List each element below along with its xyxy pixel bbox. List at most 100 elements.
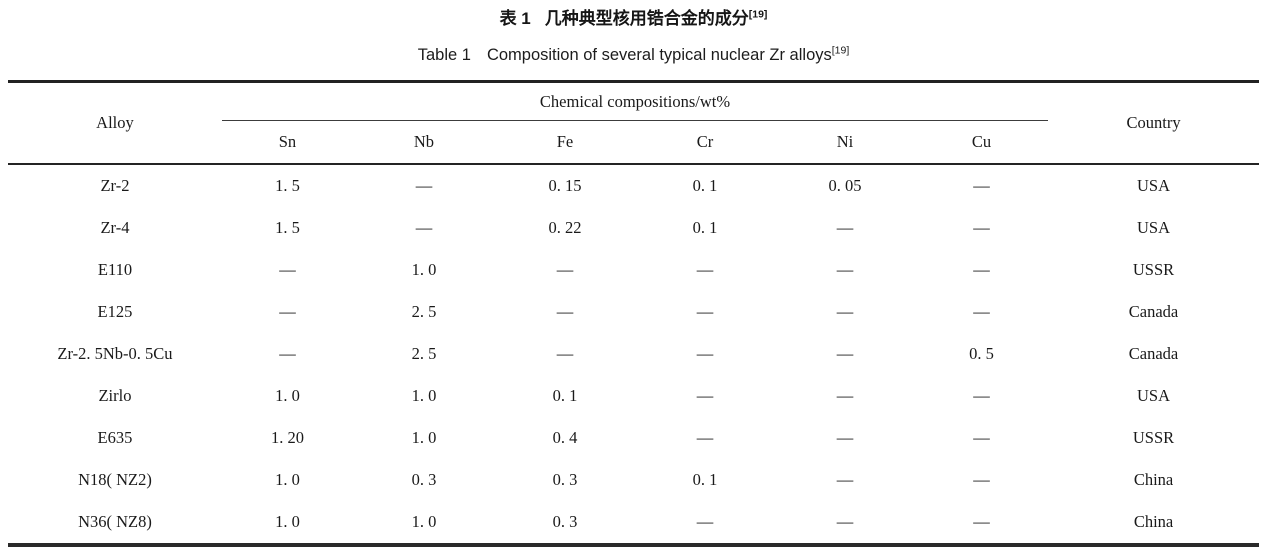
table-row: Zr-2 1. 5 — 0. 15 0. 1 0. 05 — USA [8, 164, 1259, 207]
ni-cell: — [836, 512, 854, 531]
ni-cell: — [836, 218, 854, 237]
nb-cell: 1. 0 [411, 260, 437, 279]
column-header-sn: Sn [221, 120, 353, 165]
sn-cell: 1. 0 [275, 470, 300, 489]
nb-cell: 2. 5 [411, 344, 437, 363]
cr-cell: 0. 1 [692, 176, 718, 195]
sn-cell: — [279, 302, 296, 321]
nb-cell: — [415, 218, 433, 237]
country-cell: Canada [1128, 344, 1179, 363]
ni-cell: — [836, 386, 854, 405]
cr-cell: 0. 1 [692, 218, 718, 237]
alloy-cell: Zirlo [98, 386, 132, 405]
cu-cell: 0. 5 [969, 344, 994, 363]
fe-cell: 0. 1 [552, 386, 578, 405]
country-cell: USSR [1132, 428, 1175, 447]
ni-cell: — [836, 428, 854, 447]
cu-cell: — [973, 176, 990, 195]
sn-cell: — [279, 344, 296, 363]
alloy-cell: N18( NZ2) [78, 470, 152, 489]
column-header-alloy: Alloy [7, 81, 222, 165]
table-title-chinese: 表 1 几种典型核用锆合金的成分[19] [0, 0, 1267, 31]
table-row: N36( NZ8) 1. 0 1. 0 0. 3 — — — China [8, 501, 1259, 545]
column-group-header-compositions: Chemical compositions/wt% [221, 81, 1049, 121]
fe-cell: — [556, 260, 574, 279]
alloy-cell: Zr-4 [100, 218, 130, 237]
alloy-cell: E125 [97, 302, 133, 321]
table-caption-zh: 几种典型核用锆合金的成分 [544, 9, 749, 28]
nb-cell: 2. 5 [411, 302, 437, 321]
fe-cell: — [556, 302, 574, 321]
fe-cell: 0. 3 [552, 470, 578, 489]
fe-cell: — [556, 344, 574, 363]
country-cell: China [1133, 512, 1174, 531]
fe-cell: 0. 22 [548, 218, 582, 237]
table-row: N18( NZ2) 1. 0 0. 3 0. 3 0. 1 — — China [8, 459, 1259, 501]
ni-cell: — [836, 470, 854, 489]
alloy-cell: Zr-2 [100, 176, 130, 195]
column-header-nb: Nb [352, 120, 495, 165]
cr-cell: 0. 1 [692, 470, 718, 489]
cr-cell: — [696, 428, 714, 447]
citation-ref-en: [19] [831, 44, 850, 57]
ni-cell: — [836, 344, 854, 363]
fe-cell: 0. 15 [548, 176, 582, 195]
nb-cell: — [415, 176, 433, 195]
cr-cell: — [696, 302, 714, 321]
cu-cell: — [973, 512, 990, 531]
citation-ref-zh: [19] [748, 8, 768, 21]
header-row-group: Alloy Chemical compositions/wt% Country [7, 81, 1260, 165]
table-caption-en: Composition of several typical nuclear Z… [486, 46, 832, 64]
sn-cell: — [279, 260, 296, 279]
nb-cell: 1. 0 [411, 428, 437, 447]
cu-cell: — [973, 302, 990, 321]
fe-cell: 0. 3 [552, 512, 578, 531]
country-cell: USSR [1132, 260, 1175, 279]
column-header-cr: Cr [634, 120, 775, 165]
table-row: Zirlo 1. 0 1. 0 0. 1 — — — USA [8, 375, 1259, 417]
table-title-english: Table 1 Composition of several typical nu… [0, 44, 1267, 66]
column-header-cu: Cu [914, 120, 1049, 165]
country-cell: Canada [1128, 302, 1179, 321]
table-number-en: Table 1 [417, 46, 471, 64]
sn-cell: 1. 20 [270, 428, 304, 447]
ni-cell: 0. 05 [828, 176, 862, 195]
alloy-cell: E635 [97, 428, 133, 447]
column-header-fe: Fe [494, 120, 635, 165]
table-row: E635 1. 20 1. 0 0. 4 — — — USSR [8, 417, 1259, 459]
nb-cell: 1. 0 [411, 386, 437, 405]
fe-cell: 0. 4 [552, 428, 578, 447]
sn-cell: 1. 0 [275, 512, 300, 531]
table-row: Zr-4 1. 5 — 0. 22 0. 1 — — USA [8, 207, 1259, 249]
cr-cell: — [696, 512, 714, 531]
sn-cell: 1. 5 [275, 176, 300, 195]
cu-cell: — [973, 260, 990, 279]
ni-cell: — [836, 302, 854, 321]
alloy-cell: Zr-2. 5Nb-0. 5Cu [57, 344, 173, 363]
column-header-country: Country [1048, 81, 1260, 165]
nb-cell: 1. 0 [411, 512, 437, 531]
cu-cell: — [973, 218, 990, 237]
country-cell: USA [1137, 386, 1171, 405]
cu-cell: — [973, 470, 990, 489]
table-number-zh: 表 1 [499, 9, 531, 28]
table-row: Zr-2. 5Nb-0. 5Cu — 2. 5 — — — 0. 5 Canad… [8, 333, 1259, 375]
cu-cell: — [973, 386, 990, 405]
table-row: E110 — 1. 0 — — — — USSR [8, 249, 1259, 291]
sn-cell: 1. 0 [275, 386, 300, 405]
sn-cell: 1. 5 [275, 218, 300, 237]
nb-cell: 0. 3 [411, 470, 437, 489]
country-cell: USA [1137, 176, 1171, 195]
country-cell: USA [1137, 218, 1171, 237]
cu-cell: — [973, 428, 990, 447]
cr-cell: — [696, 344, 714, 363]
table-row: E125 — 2. 5 — — — — Canada [8, 291, 1259, 333]
column-header-ni: Ni [774, 120, 915, 165]
header-row-elements: Sn Nb Fe Cr Ni Cu [8, 120, 1259, 165]
composition-table: Alloy Chemical compositions/wt% Country … [7, 80, 1260, 547]
cr-cell: — [696, 260, 714, 279]
alloy-cell: N36( NZ8) [78, 512, 152, 531]
country-cell: China [1133, 470, 1174, 489]
ni-cell: — [836, 260, 854, 279]
